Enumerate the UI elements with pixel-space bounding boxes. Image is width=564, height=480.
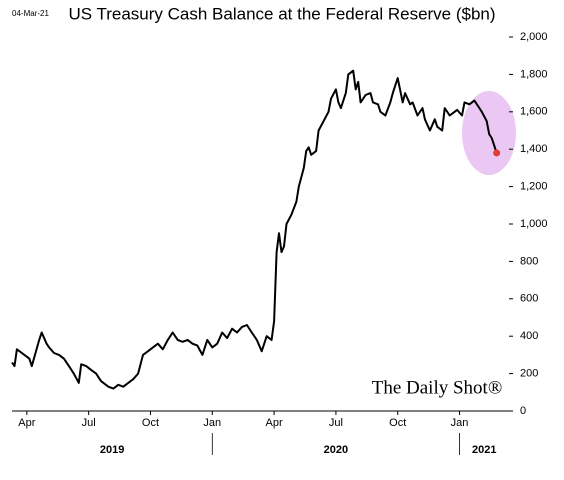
x-tick-label: Jul: [82, 417, 96, 429]
y-tick-label: 1,800: [520, 68, 548, 80]
year-label: 2020: [324, 444, 348, 456]
y-tick-label: 800: [520, 255, 538, 267]
y-tick-label: 1,000: [520, 218, 548, 230]
x-tick-label: Apr: [266, 417, 283, 429]
date-stamp: 04-Mar-21: [12, 9, 49, 18]
y-tick-label: 1,400: [520, 143, 548, 155]
y-tick-label: 1,200: [520, 181, 548, 193]
x-tick-label: Oct: [142, 417, 159, 429]
x-tick-label: Jan: [451, 417, 469, 429]
chart-title: US Treasury Cash Balance at the Federal …: [68, 4, 495, 23]
y-tick-label: 200: [520, 368, 538, 380]
data-line: [11, 69, 498, 390]
last-point: [493, 149, 501, 157]
y-tick-label: 1,600: [520, 106, 548, 118]
y-tick-label: 400: [520, 330, 538, 342]
y-tick-label: 2,000: [520, 31, 548, 43]
x-tick-label: Apr: [18, 417, 35, 429]
x-tick-label: Jan: [203, 417, 221, 429]
x-tick-label: Jul: [329, 417, 343, 429]
x-tick-label: Oct: [389, 417, 406, 429]
y-tick-label: 0: [520, 405, 526, 417]
y-tick-label: 600: [520, 293, 538, 305]
watermark: The Daily Shot®: [372, 377, 503, 398]
year-label: 2021: [472, 444, 496, 456]
year-label: 2019: [100, 444, 124, 456]
